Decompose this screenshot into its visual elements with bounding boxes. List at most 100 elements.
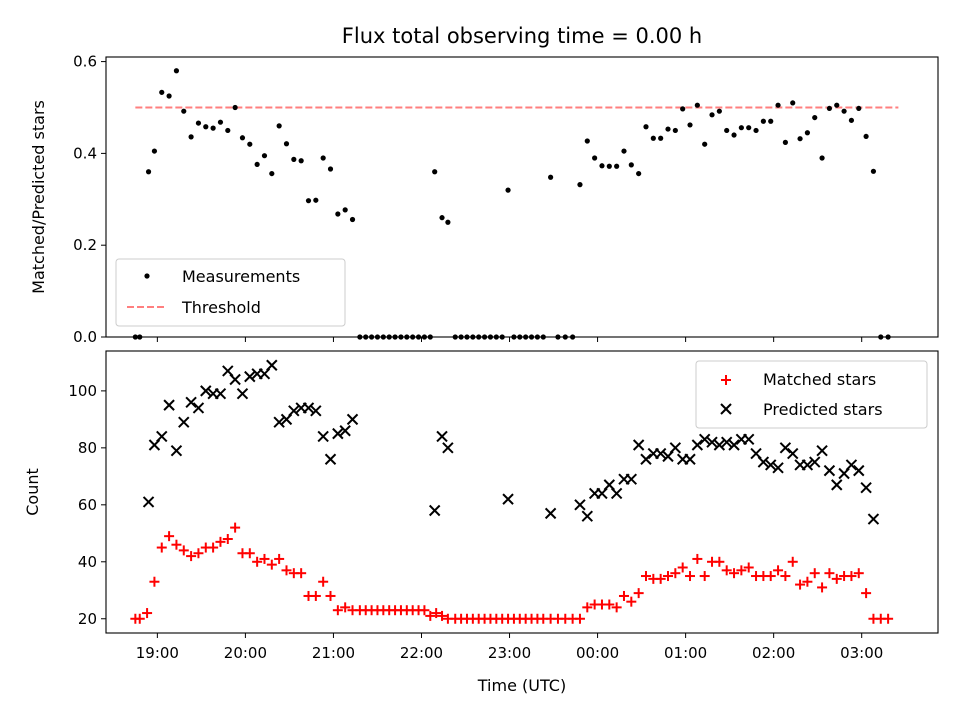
- measurement-point: [173, 68, 180, 74]
- predicted-star-point: [339, 425, 351, 437]
- measurement-point: [856, 105, 862, 112]
- predicted-star-point: [192, 402, 205, 414]
- predicted-star-point: [654, 447, 667, 460]
- x-tick-label: 00:00: [576, 644, 619, 662]
- predicted-star-point: [757, 456, 770, 468]
- bottom-y-tick-label: 20: [78, 610, 97, 628]
- bottom-y-tick-label: 80: [78, 439, 97, 457]
- predicted-star-point: [236, 388, 249, 400]
- measurement-point: [687, 122, 693, 128]
- top-y-tick-label: 0.4: [73, 144, 97, 162]
- matched-star-point: [677, 562, 688, 573]
- measurement-point: [724, 127, 730, 134]
- matched-star-point: [626, 596, 637, 607]
- measurement-point: [694, 102, 700, 108]
- bottom-y-ticks: 20 40 60 80 100: [68, 382, 106, 628]
- matched-star-point: [244, 548, 255, 559]
- matched-star-point: [259, 553, 270, 564]
- predicted-star-point: [728, 439, 740, 451]
- measurement-point: [505, 187, 511, 193]
- bottom-marks: [130, 359, 894, 624]
- measurement-point: [335, 211, 341, 217]
- measurement-point: [349, 216, 356, 223]
- measurement-point: [203, 124, 209, 130]
- legend-threshold-label: Threshold: [181, 298, 261, 317]
- measurement-point: [606, 163, 612, 169]
- measurement-point: [753, 127, 759, 134]
- matched-star-point: [611, 602, 622, 613]
- matched-star-point: [325, 590, 336, 601]
- measurement-point: [298, 158, 304, 164]
- predicted-star-point: [581, 510, 594, 522]
- top-y-ticks: 0.0 0.2 0.4 0.6: [73, 53, 106, 346]
- top-y-tick-label: 0.6: [73, 53, 97, 71]
- predicted-star-point: [698, 433, 711, 446]
- measurement-point: [548, 174, 554, 180]
- predicted-star-point: [720, 436, 733, 448]
- predicted-star-point: [632, 439, 645, 451]
- legend-matched-marker: [721, 375, 731, 385]
- top-panel: 0.0 0.2 0.4 0.6 Matched/Predicted stars Mea…: [29, 53, 939, 346]
- measurement-point: [577, 182, 583, 188]
- predicted-star-point: [288, 405, 300, 417]
- top-x-ticks: [156, 337, 863, 342]
- predicted-star-point: [809, 456, 821, 468]
- predicted-star-point: [713, 439, 726, 451]
- measurement-point: [614, 163, 620, 169]
- matched-star-point: [171, 539, 182, 550]
- matched-star-point: [208, 542, 219, 553]
- top-y-tick-label: 0.2: [73, 236, 97, 254]
- chart-title: Flux total observing time = 0.00 h: [342, 24, 702, 48]
- predicted-star-point: [779, 442, 792, 454]
- legend-predicted-label: Predicted stars: [763, 400, 883, 419]
- predicted-star-point: [684, 453, 696, 465]
- measurement-point: [225, 127, 231, 134]
- measurement-point: [239, 135, 246, 141]
- matched-star-point: [419, 605, 430, 616]
- measurement-point: [782, 139, 788, 145]
- predicted-star-point: [831, 479, 843, 491]
- predicted-star-point: [691, 439, 704, 451]
- x-tick-label: 01:00: [664, 644, 707, 662]
- matched-star-point: [215, 536, 226, 547]
- matched-star-point: [178, 545, 189, 556]
- matched-star-point: [685, 571, 696, 582]
- measurement-point: [599, 163, 605, 169]
- predicted-star-point: [229, 373, 241, 386]
- measurement-point: [145, 169, 152, 175]
- predicted-star-point: [669, 442, 682, 454]
- matched-star-point: [186, 551, 197, 562]
- matched-star-point: [809, 568, 820, 579]
- predicted-star-point: [324, 453, 337, 465]
- measurement-point: [658, 135, 664, 141]
- matched-star-point: [310, 590, 321, 601]
- measurement-point: [269, 170, 275, 177]
- matched-star-point: [780, 571, 791, 582]
- matched-star-point: [670, 568, 681, 579]
- predicted-star-point: [142, 496, 155, 508]
- measurement-point: [819, 155, 825, 161]
- matched-star-point: [743, 562, 754, 573]
- measurement-point: [305, 198, 312, 204]
- measurement-point: [584, 138, 590, 144]
- x-tick-label: 03:00: [840, 644, 883, 662]
- predicted-star-point: [200, 385, 212, 397]
- measurement-point: [680, 106, 686, 112]
- measurement-point: [790, 100, 796, 106]
- matched-star-point: [134, 613, 145, 624]
- predicted-star-point: [273, 416, 285, 428]
- measurement-point: [188, 134, 194, 140]
- predicted-star-point: [610, 487, 623, 500]
- measurement-point: [797, 136, 803, 142]
- x-tick-label: 20:00: [224, 644, 267, 662]
- measurement-point: [313, 197, 319, 203]
- matched-star-point: [252, 556, 263, 567]
- measurement-point: [834, 102, 840, 108]
- measurement-point: [848, 117, 855, 123]
- matched-star-point: [281, 565, 292, 576]
- measurement-point: [254, 161, 260, 168]
- measurement-point: [247, 141, 253, 147]
- predicted-star-point: [442, 442, 454, 454]
- measurement-point: [702, 141, 708, 147]
- matched-star-point: [274, 553, 285, 564]
